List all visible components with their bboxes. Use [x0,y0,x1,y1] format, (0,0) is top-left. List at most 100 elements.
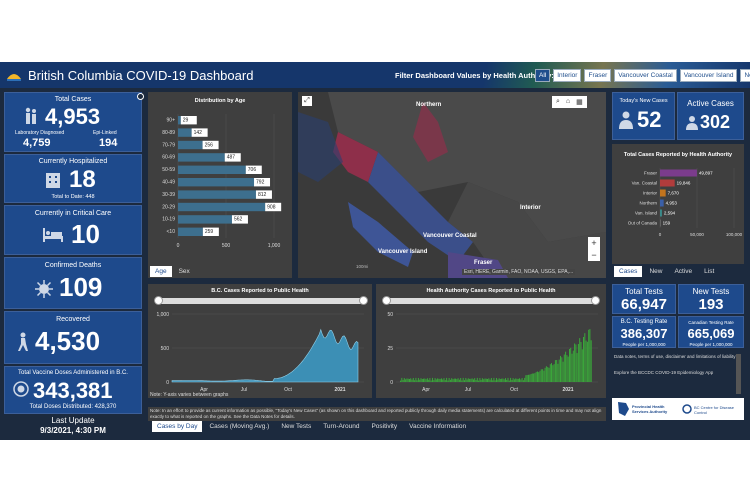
data-notes-link[interactable]: Data notes, terms of use, disclaimer and… [614,354,736,359]
home-icon[interactable]: ⌂ [565,98,571,105]
age-bar [178,165,246,174]
hac-bar [429,378,431,382]
map-region-northern[interactable] [328,92,606,242]
filter-all[interactable]: All [535,69,551,82]
hac-bar [513,379,515,382]
hac-bar [485,378,487,382]
fullscreen-icon[interactable]: ⤢ [302,96,312,106]
basemap-icon[interactable]: ▦ [576,99,583,106]
new-tests-label: New Tests [692,287,730,296]
tab-new[interactable]: New [649,268,663,275]
info-scrollbar[interactable] [736,354,741,394]
new-tests-value: 193 [698,296,724,313]
tab-active[interactable]: Active [674,268,693,275]
age-x-tick-label: 500 [222,243,231,249]
age-value-label: 487 [227,155,236,161]
age-value-box [202,227,219,236]
bc-cases-range-slider[interactable] [154,296,368,305]
deaths-label: Confirmed Deaths [44,262,102,269]
lab-diagnosed-label: Laboratory Diagnosed [15,130,65,136]
bc-y-tick-label: 1,000 [156,312,169,318]
tab-vaccine-information[interactable]: Vaccine Information [409,423,467,430]
hac-bar [442,379,444,382]
ha-value-label: 7,670 [668,191,680,196]
hac-bar [589,329,591,382]
hac-bar [572,350,574,382]
epi-app-link[interactable]: Explore the BCCDC COVID-19 Epidemiology … [614,370,714,375]
hac-bar [552,365,554,382]
filter-fraser[interactable]: Fraser [584,69,612,82]
range-end-handle[interactable] [359,296,368,305]
hac-bar [522,380,524,382]
range-end-handle[interactable] [591,296,600,305]
bc-x-tick-label: Apr [200,387,208,393]
hac-bar [406,378,408,382]
tab-turn-around[interactable]: Turn-Around [323,423,360,430]
age-bar [178,128,192,137]
hac-bar [430,380,432,382]
age-category-label: 90+ [167,118,176,124]
map-region-north-coast [333,132,378,182]
tab-cases-by-day[interactable]: Cases by Day [152,421,203,432]
hac-bar [435,379,437,382]
age-value-box [180,116,197,125]
ha-cases-range-slider[interactable] [382,296,600,305]
hac-bar [496,378,497,382]
hac-x-tick-label: Apr [422,387,430,393]
hospital-icon [46,173,60,188]
hac-bar [524,377,526,382]
filter-northern[interactable]: Northern [740,69,750,82]
tab-positivity[interactable]: Positivity [371,423,398,430]
tab-age[interactable]: Age [150,266,172,277]
active-cases-value: 302 [700,112,731,132]
hac-bar [401,377,403,382]
hac-bar [581,349,583,382]
map-label-northern: Northern [416,102,442,108]
map-region-vancouver-coastal[interactable] [368,152,473,262]
hac-bar [411,379,413,382]
tab-sex[interactable]: Sex [178,268,190,275]
hac-bar [426,378,428,382]
hac-bar [417,378,419,382]
zoom-out-button[interactable]: − [591,250,597,260]
hac-bar [586,341,588,382]
map-region-interior[interactable] [448,182,606,278]
map-panel[interactable]: Northern Interior Vancouver Coastal Vanc… [298,92,606,278]
ha-value-label: 49,897 [699,171,713,176]
age-chart-panel: Distribution by Age 0 500 1,000 90+ 29 80-89 1… [148,92,292,278]
filter-vancouver-island[interactable]: Vancouver Island [679,69,738,82]
hac-bar [464,380,465,382]
expand-icon[interactable] [137,93,144,100]
active-cases-card: Active Cases 302 [677,92,744,140]
hac-bar [488,378,490,382]
range-start-handle[interactable] [154,296,163,305]
tab-new-tests[interactable]: New Tests [281,423,312,430]
recovered-value: 4,530 [35,326,101,356]
hac-bar [574,343,576,382]
zoom-in-button[interactable]: + [591,238,597,248]
hac-bar [505,378,506,382]
map-region-vancouver-island[interactable] [348,202,413,267]
new-cases-label: Today's New Cases [619,98,668,104]
hac-bar [451,378,453,382]
hac-bar [512,378,514,382]
hac-bar [510,377,512,382]
ha-category-label: Out of Canada [628,221,658,226]
filter-vancouver-coastal[interactable]: Vancouver Coastal [614,69,677,82]
range-start-handle[interactable] [382,296,391,305]
hac-bar [521,378,523,382]
critical-care-card: Currently in Critical Care 10 [4,205,142,255]
bed-icon [43,228,63,242]
search-icon[interactable]: ⌕ [556,98,560,105]
tab-cases[interactable]: Cases [614,266,643,277]
tab-list[interactable]: List [704,268,715,275]
people-icon [25,107,36,124]
person-icon [686,116,698,130]
ha-x-tick-label: 100,000 [726,232,743,237]
lab-diagnosed-value: 4,759 [23,137,51,149]
hac-bar [460,378,462,382]
filter-interior[interactable]: Interior [553,69,582,82]
hac-bar [437,378,439,382]
age-value-label: 706 [248,167,257,173]
tab-cases-moving-avg[interactable]: Cases (Moving Avg.) [209,423,270,430]
